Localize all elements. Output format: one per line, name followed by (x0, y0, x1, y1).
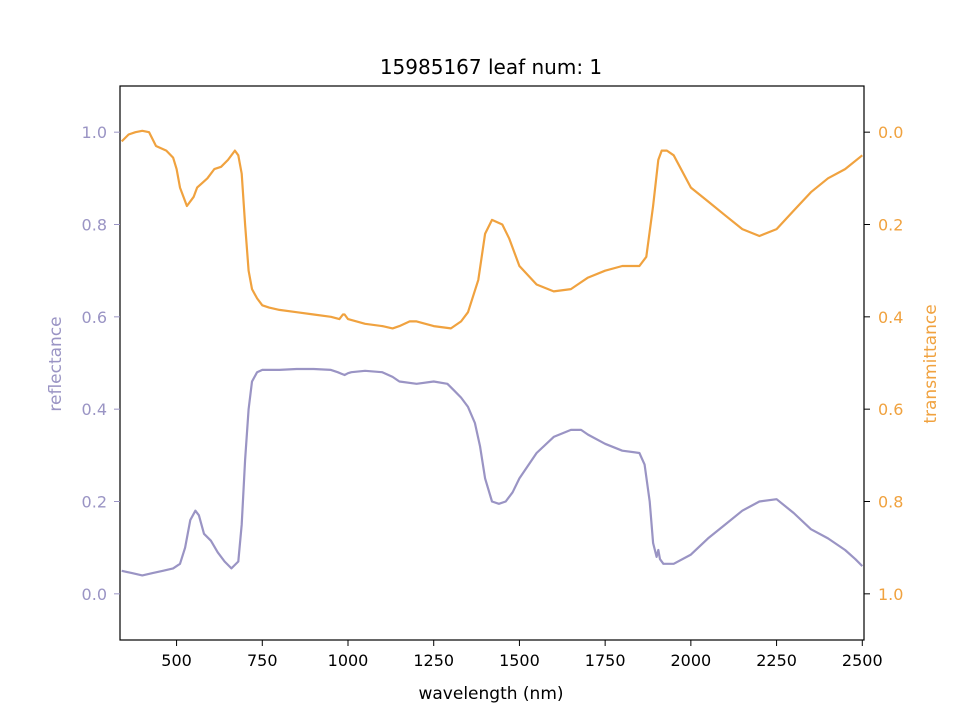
transmittance-line (120, 129, 863, 330)
right-tick-label: 1.0 (878, 585, 903, 604)
x-tick-label: 1500 (499, 651, 540, 670)
x-tick-label: 2250 (756, 651, 797, 670)
right-tick-label: 0.4 (878, 308, 903, 327)
right-axis-label: transmittance (921, 304, 941, 423)
right-tick-label: 0.8 (878, 493, 903, 512)
x-axis-label: wavelength (nm) (418, 684, 563, 704)
x-tick-label: 2500 (842, 651, 883, 670)
right-tick-label: 0.2 (878, 216, 903, 235)
right-tick-label: 0.6 (878, 400, 903, 419)
left-tick-label: 0.6 (82, 308, 107, 327)
plot-area-frame (119, 85, 865, 641)
x-tick-label: 1250 (413, 651, 454, 670)
reflectance-line (121, 367, 864, 577)
chart-title: 15985167 leaf num: 1 (380, 55, 602, 79)
x-tick-label: 1750 (585, 651, 626, 670)
left-tick-label: 0.4 (82, 400, 107, 419)
left-tick-label: 0.8 (82, 216, 107, 235)
left-tick-label: 1.0 (82, 123, 107, 142)
x-tick-label: 750 (247, 651, 278, 670)
x-tick-label: 1000 (328, 651, 369, 670)
right-tick-label: 0.0 (878, 123, 903, 142)
left-axis-label: reflectance (46, 316, 66, 411)
left-tick-label: 0.0 (82, 585, 107, 604)
left-tick-label: 0.2 (82, 493, 107, 512)
x-tick-label: 500 (161, 651, 192, 670)
x-tick-label: 2000 (670, 651, 711, 670)
